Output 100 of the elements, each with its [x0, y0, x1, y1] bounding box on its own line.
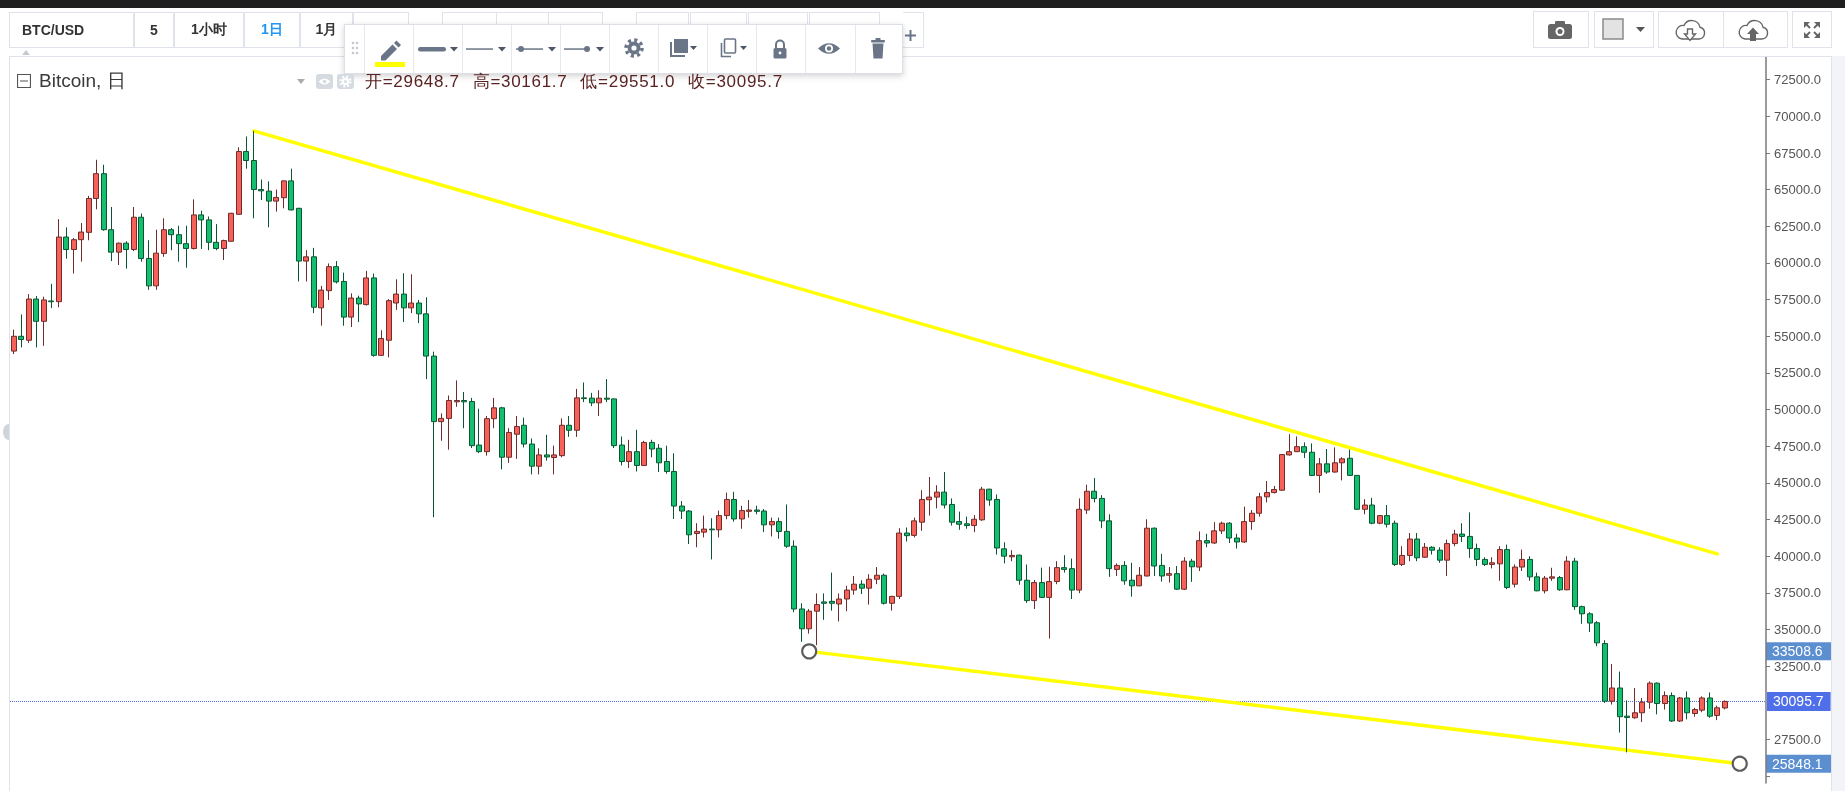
candlestick [986, 488, 992, 507]
text: 33508.6 [1772, 643, 1823, 660]
candlestick [363, 270, 369, 306]
candlestick [581, 381, 587, 403]
candlestick [1196, 530, 1202, 572]
candlestick [1129, 562, 1135, 598]
candlestick [168, 227, 174, 251]
candlestick [348, 292, 354, 328]
text: 1月 [300, 12, 353, 48]
candlestick [716, 510, 722, 538]
y-tick-label: 32500.0 [1774, 658, 1821, 674]
y-tick-label: 40000.0 [1774, 548, 1821, 564]
candlestick [574, 388, 580, 438]
candlestick [1031, 579, 1037, 610]
candlestick [454, 379, 460, 408]
candlestick [138, 213, 144, 263]
candlestick [116, 241, 122, 266]
candlestick [326, 262, 332, 301]
candlestick [641, 440, 647, 467]
y-tick-label: 70000.0 [1774, 108, 1821, 124]
candlestick [1669, 691, 1675, 723]
candlestick [1136, 566, 1142, 587]
text: 5 [134, 12, 174, 48]
candlestick [979, 486, 985, 522]
candlestick [506, 427, 512, 464]
candlestick [1294, 435, 1300, 453]
candlestick [1662, 690, 1668, 711]
candlestick [431, 351, 437, 518]
candlestick [131, 206, 137, 252]
candlestick [1024, 563, 1030, 604]
y-tick-label: 27500.0 [1774, 731, 1821, 747]
candlestick [904, 526, 910, 542]
candlestick [596, 389, 602, 417]
candlestick [303, 249, 309, 282]
candlestick [341, 272, 347, 327]
candlestick [589, 392, 595, 407]
candlestick [461, 391, 467, 429]
candlestick [1459, 522, 1465, 543]
candlestick [1181, 556, 1187, 591]
candlestick [1452, 529, 1458, 547]
candlestick [438, 412, 444, 442]
text: Bitcoin, 日 [39, 70, 126, 92]
candlestick [198, 210, 204, 250]
candlestick [408, 273, 414, 314]
text: 1日 [244, 12, 300, 48]
candlestick [731, 491, 737, 523]
candlestick [634, 429, 640, 472]
candlestick [514, 415, 520, 460]
candlestick [1309, 442, 1315, 477]
candlestick [236, 146, 242, 216]
text: BTC/USD [9, 12, 134, 48]
candlestick [1714, 705, 1720, 721]
y-tick-label: 65000.0 [1774, 182, 1821, 198]
candlestick [1504, 544, 1510, 590]
candlestick [401, 272, 407, 323]
candlestick [1091, 477, 1097, 503]
candlestick [1557, 575, 1563, 592]
candlestick [1159, 553, 1165, 583]
y-tick-label: 62500.0 [1774, 218, 1821, 234]
candlestick [1114, 562, 1120, 577]
candlestick [529, 437, 535, 475]
candlestick [273, 189, 279, 213]
candlestick [1399, 545, 1405, 567]
y-tick-label: 45000.0 [1774, 475, 1821, 491]
candlestick [806, 608, 812, 635]
candlestick [356, 295, 362, 323]
candlestick [1219, 521, 1225, 535]
y-tick-label: 47500.0 [1774, 438, 1821, 454]
candlestick [296, 207, 302, 282]
candlestick [26, 293, 32, 344]
candlestick [288, 168, 294, 211]
candlestick [311, 247, 317, 314]
text: 1小时 [174, 12, 244, 48]
candlestick [874, 566, 880, 585]
y-tick-label: 55000.0 [1774, 328, 1821, 344]
candlestick [859, 579, 865, 595]
candlestick [1039, 567, 1045, 599]
y-tick-label: 35000.0 [1774, 622, 1821, 637]
candlestick [56, 218, 62, 308]
candlestick [1016, 554, 1022, 586]
candlestick [1414, 532, 1420, 562]
candlestick [1392, 520, 1398, 567]
candlestick [866, 573, 872, 606]
candlestick [33, 295, 39, 348]
candlestick [829, 572, 835, 612]
candlestick [1654, 681, 1660, 715]
candlestick [1482, 556, 1488, 567]
text: 开=29648.7 高=30161.7 低=29551.0 收=30095.7 [365, 72, 783, 92]
y-tick-label: 37500.0 [1774, 585, 1821, 601]
candlestick [1647, 680, 1653, 710]
candlestick [1226, 521, 1232, 544]
candlestick [1564, 555, 1570, 591]
candlestick [724, 492, 730, 520]
y-tick-label: 50000.0 [1774, 402, 1821, 418]
candlestick [1241, 506, 1247, 544]
candlestick [1407, 532, 1413, 562]
candlestick [1204, 533, 1210, 548]
candlestick [281, 179, 287, 209]
candlestick [1684, 690, 1690, 720]
candlestick [536, 447, 542, 475]
